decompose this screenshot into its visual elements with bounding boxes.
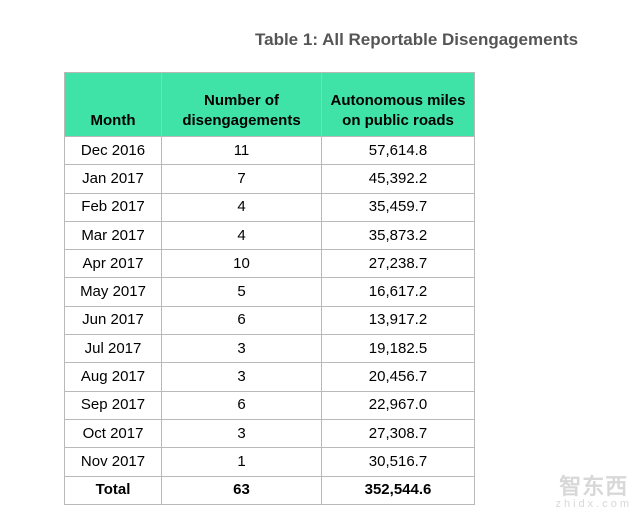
cell-miles: 13,917.2	[321, 305, 475, 336]
total-disengagements: 63	[161, 475, 322, 505]
table-row: Apr 2017 10 27,238.7	[64, 249, 475, 279]
table-row: Jul 2017 3 19,182.5	[64, 334, 475, 364]
cell-miles: 45,392.2	[321, 164, 475, 194]
cell-month: Jan 2017	[64, 164, 162, 194]
cell-disengagements: 11	[161, 135, 322, 166]
table-caption: Table 1: All Reportable Disengagements	[255, 30, 579, 49]
watermark: 智东西 zhidx.com	[555, 474, 632, 511]
table-row: Jan 2017 7 45,392.2	[64, 164, 475, 194]
cell-miles: 20,456.7	[321, 362, 475, 392]
cell-disengagements: 6	[161, 390, 322, 420]
cell-miles: 19,182.5	[321, 334, 475, 364]
header-disengagements: Number of disengagements	[161, 72, 322, 137]
cell-disengagements: 4	[161, 192, 322, 222]
cell-miles: 16,617.2	[321, 277, 475, 307]
watermark-logo: 智东西	[559, 474, 629, 499]
cell-month: Oct 2017	[64, 418, 162, 449]
table-row: Nov 2017 1 30,516.7	[64, 447, 475, 477]
header-month: Month	[64, 72, 162, 137]
cell-miles: 57,614.8	[321, 135, 475, 166]
table-row: Sep 2017 6 22,967.0	[64, 390, 475, 420]
cell-disengagements: 10	[161, 249, 322, 279]
cell-miles: 22,967.0	[321, 390, 475, 420]
cell-miles: 35,873.2	[321, 220, 475, 251]
table-row: May 2017 5 16,617.2	[64, 277, 475, 307]
cell-miles: 27,238.7	[321, 249, 475, 279]
cell-month: Apr 2017	[64, 249, 162, 279]
cell-month: Mar 2017	[64, 220, 162, 251]
total-label: Total	[64, 475, 162, 505]
table-body: Dec 2016 11 57,614.8 Jan 2017 7 45,392.2 Feb 2…	[64, 135, 475, 505]
table-row: Mar 2017 4 35,873.2	[64, 220, 475, 251]
cell-disengagements: 3	[161, 418, 322, 449]
cell-month: Dec 2016	[64, 135, 162, 166]
header-miles: Autonomous miles on public roads	[321, 72, 475, 137]
table-row: Oct 2017 3 27,308.7	[64, 418, 475, 449]
cell-month: Jul 2017	[64, 334, 162, 364]
cell-disengagements: 3	[161, 362, 322, 392]
cell-disengagements: 4	[161, 220, 322, 251]
cell-month: Sep 2017	[64, 390, 162, 420]
cell-month: Feb 2017	[64, 192, 162, 222]
total-miles: 352,544.6	[321, 475, 475, 505]
cell-month: Nov 2017	[64, 447, 162, 477]
watermark-url: zhidx.com	[555, 498, 632, 510]
cell-month: Jun 2017	[64, 305, 162, 336]
cell-month: Aug 2017	[64, 362, 162, 392]
disengagements-table: Month Number of disengagements Autonomou…	[64, 72, 475, 505]
table-header-row: Month Number of disengagements Autonomou…	[64, 72, 475, 137]
table-row: Feb 2017 4 35,459.7	[64, 192, 475, 222]
cell-miles: 27,308.7	[321, 418, 475, 449]
total-row: Total 63 352,544.6	[64, 475, 475, 505]
cell-miles: 35,459.7	[321, 192, 475, 222]
cell-miles: 30,516.7	[321, 447, 475, 477]
table-row: Jun 2017 6 13,917.2	[64, 305, 475, 336]
cell-disengagements: 7	[161, 164, 322, 194]
cell-disengagements: 5	[161, 277, 322, 307]
table-row: Dec 2016 11 57,614.8	[64, 135, 475, 166]
cell-disengagements: 3	[161, 334, 322, 364]
cell-disengagements: 6	[161, 305, 322, 336]
cell-disengagements: 1	[161, 447, 322, 477]
table-row: Aug 2017 3 20,456.7	[64, 362, 475, 392]
cell-month: May 2017	[64, 277, 162, 307]
